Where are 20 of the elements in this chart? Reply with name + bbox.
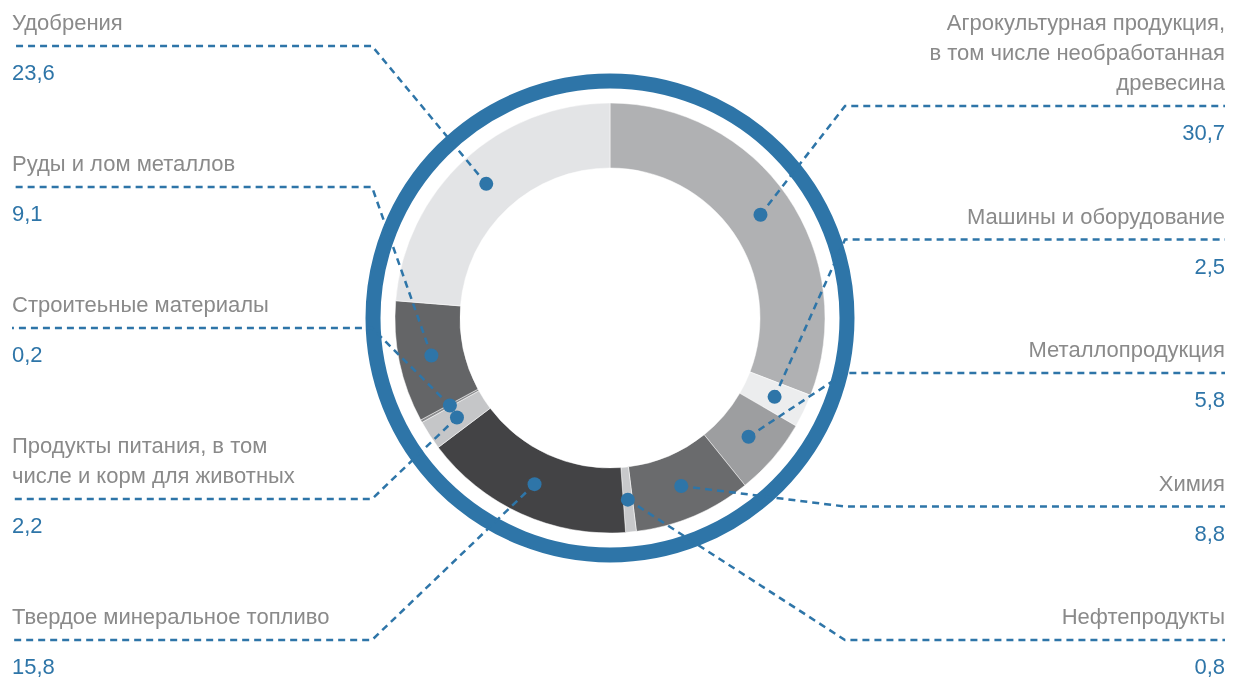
slice-label: Строитеьные материалы — [12, 292, 269, 317]
slice-label: Агрокультурная продукция, в том числе необработанная древесина — [929, 10, 1226, 95]
data-label: 30,7 — [1182, 120, 1225, 145]
data-label: 15,8 — [12, 654, 55, 679]
data-label: 2,5 — [1194, 253, 1225, 279]
slice-label: Продукты питания, в том числе и корм для животных — [12, 433, 295, 488]
data-label: 2,2 — [12, 513, 43, 538]
slice-label: Удобрения — [12, 10, 123, 35]
data-label: 5,8 — [1194, 387, 1225, 412]
data-label: 8,8 — [1194, 520, 1225, 546]
slice-label: Машины и оборудование — [967, 203, 1225, 229]
slice-label: Металлопродукция — [1028, 337, 1225, 362]
slice-label: Нефтепродукты — [1061, 604, 1225, 629]
data-label: 9,1 — [12, 201, 43, 226]
slice-label: Химия — [1158, 470, 1225, 496]
data-label: 0,8 — [1194, 654, 1225, 679]
data-label: 0,2 — [12, 342, 43, 367]
data-label: 23,6 — [12, 60, 55, 85]
slice-label: Твердое минеральное топливо — [12, 604, 330, 629]
slice-label: Руды и лом металлов — [12, 151, 236, 176]
